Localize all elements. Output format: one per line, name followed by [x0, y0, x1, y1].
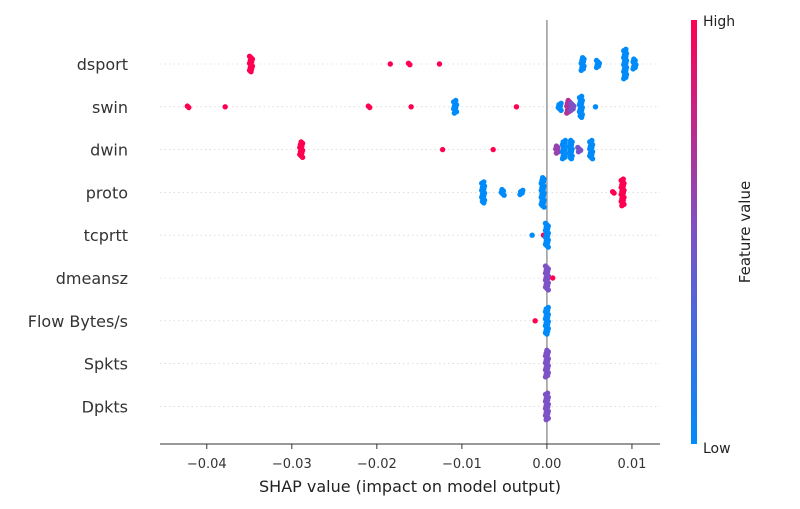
x-tick-label: −0.03	[272, 457, 312, 472]
shap-point	[593, 64, 600, 71]
shap-point	[222, 104, 228, 110]
shap-point	[436, 61, 443, 67]
feature-gridlines	[160, 63, 660, 407]
feature-label: Flow Bytes/s	[28, 312, 128, 331]
shap-point	[568, 156, 575, 162]
shap-point	[451, 110, 458, 116]
shap-point	[630, 66, 636, 72]
colorbar-gradient	[691, 20, 697, 444]
feature-label: proto	[86, 183, 128, 202]
shap-point	[481, 200, 487, 206]
shap-point	[578, 67, 584, 74]
x-axis: −0.04 −0.03 −0.02 −0.01 0.00 0.01	[160, 443, 660, 472]
shap-point	[490, 146, 496, 153]
shap-point	[387, 61, 393, 67]
shap-point	[578, 114, 585, 121]
shap-point	[517, 191, 523, 198]
feature-label: Dpkts	[82, 397, 128, 416]
colorbar-title: Feature value	[736, 181, 754, 283]
shap-point	[541, 204, 547, 210]
shap-point	[550, 275, 556, 281]
x-tick-label: −0.01	[442, 457, 482, 472]
shap-point	[543, 417, 549, 423]
feature-labels: dsport swin dwin proto tcprtt dmeansz Flow Byt…	[28, 55, 128, 416]
colorbar-high-label: High	[703, 14, 735, 30]
shap-point	[367, 104, 373, 111]
shap-point	[619, 203, 625, 209]
shap-point	[501, 192, 507, 198]
shap-point	[513, 104, 520, 110]
feature-label: tcprtt	[84, 226, 128, 245]
colorbar: High Low Feature value	[691, 14, 754, 457]
shap-point	[611, 190, 617, 196]
x-axis-title: SHAP value (impact on model output)	[259, 477, 561, 496]
shap-point	[568, 107, 574, 114]
shap-point	[439, 146, 446, 153]
shap-point	[553, 150, 560, 156]
shap-point	[544, 331, 550, 337]
shap-point	[558, 107, 564, 114]
shap-point	[592, 104, 599, 110]
shap-point	[186, 104, 192, 111]
shap-point	[589, 156, 596, 162]
shap-point	[248, 69, 254, 75]
feature-label: dwin	[90, 141, 128, 160]
feature-label: dmeansz	[56, 269, 128, 288]
x-tick-label: 0.01	[617, 457, 646, 472]
shap-point	[532, 318, 538, 324]
shap-point	[564, 110, 570, 116]
feature-label: Spkts	[84, 355, 128, 374]
shap-point	[408, 104, 414, 110]
shap-point	[575, 149, 582, 155]
shap-point	[542, 374, 549, 380]
shap-point	[621, 76, 627, 82]
x-tick-label: −0.04	[187, 457, 227, 472]
shap-point	[407, 61, 413, 68]
shap-point	[559, 156, 566, 162]
shap-point	[299, 154, 306, 160]
feature-label: dsport	[77, 55, 128, 74]
feature-label: swin	[92, 98, 128, 117]
x-tick-label: 0.00	[532, 457, 561, 472]
shap-point	[529, 232, 535, 238]
x-tick-label: −0.02	[357, 457, 397, 472]
shap-points	[184, 46, 639, 423]
shap-point	[545, 287, 551, 293]
colorbar-low-label: Low	[703, 441, 731, 457]
shap-point	[545, 244, 551, 250]
